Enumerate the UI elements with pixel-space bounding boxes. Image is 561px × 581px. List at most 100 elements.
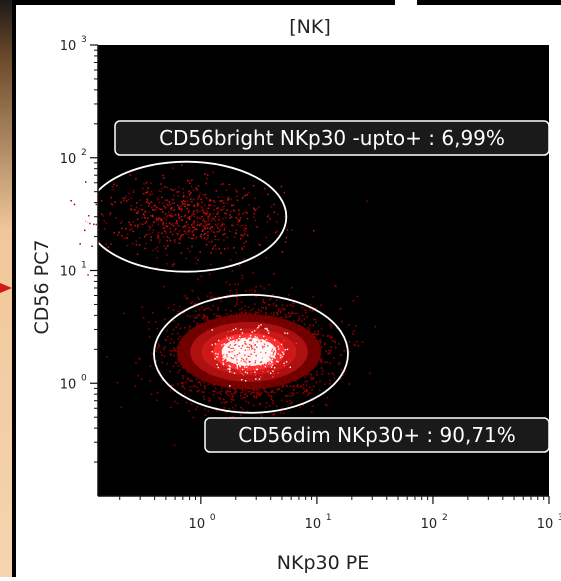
event-dot xyxy=(172,309,175,311)
event-dot xyxy=(165,232,167,234)
event-dot xyxy=(243,353,245,355)
event-dot xyxy=(233,392,235,394)
event-dot xyxy=(173,320,175,322)
event-dot xyxy=(250,371,252,374)
event-dot xyxy=(168,222,171,224)
event-dot xyxy=(256,389,258,391)
event-dot xyxy=(220,402,223,404)
event-dot xyxy=(105,222,108,224)
event-dot xyxy=(161,196,163,199)
event-dot xyxy=(262,299,264,301)
event-dot xyxy=(280,316,283,318)
gate-label-cd56bright: CD56bright NKp30 -upto+ : 6,99% xyxy=(114,120,550,156)
event-dot xyxy=(330,324,333,327)
event-dot xyxy=(162,221,165,223)
event-dot xyxy=(189,182,191,184)
event-dot xyxy=(169,239,172,242)
event-dot xyxy=(279,411,282,414)
event-dot xyxy=(169,349,171,352)
event-dot xyxy=(327,352,330,355)
event-dot xyxy=(125,195,127,198)
event-dot xyxy=(245,361,247,363)
event-dot xyxy=(244,357,246,359)
event-dot xyxy=(227,247,229,249)
event-dot xyxy=(261,415,263,417)
event-dot xyxy=(260,337,262,340)
event-dot xyxy=(200,206,202,208)
event-dot xyxy=(232,224,235,227)
event-dot xyxy=(191,380,193,383)
event-dot xyxy=(250,344,253,347)
event-dot xyxy=(209,399,211,401)
event-dot xyxy=(136,212,139,215)
event-dot xyxy=(150,393,153,395)
event-dot xyxy=(216,363,218,366)
event-dot xyxy=(123,199,125,202)
event-dot xyxy=(231,337,233,339)
event-dot xyxy=(209,263,212,266)
event-dot xyxy=(252,353,254,355)
event-dot xyxy=(339,378,342,380)
event-dot xyxy=(292,305,295,308)
event-dot xyxy=(223,354,225,356)
event-dot xyxy=(301,314,304,317)
event-dot xyxy=(237,342,240,344)
event-dot xyxy=(235,358,237,360)
event-dot xyxy=(222,363,225,366)
event-dot xyxy=(283,362,285,365)
event-dot xyxy=(237,350,240,352)
event-dot xyxy=(249,391,251,393)
event-dot xyxy=(91,245,93,247)
event-dot xyxy=(167,306,170,309)
event-dot xyxy=(274,349,276,351)
event-dot xyxy=(256,208,258,210)
event-dot xyxy=(268,342,270,344)
event-dot xyxy=(243,359,245,361)
event-dot xyxy=(98,240,101,242)
event-dot xyxy=(110,243,112,245)
event-dot xyxy=(142,213,145,215)
event-dot xyxy=(153,205,155,208)
event-dot xyxy=(246,193,249,196)
event-dot xyxy=(156,246,158,249)
event-dot xyxy=(107,246,110,248)
event-dot xyxy=(266,327,268,330)
event-dot xyxy=(241,357,243,360)
event-dot xyxy=(259,347,262,349)
event-dot xyxy=(152,214,154,216)
event-dot xyxy=(271,389,274,392)
event-dot xyxy=(238,220,240,222)
event-dot xyxy=(175,361,177,364)
event-dot xyxy=(316,374,318,376)
event-dot xyxy=(267,332,270,334)
event-dot xyxy=(220,351,222,353)
event-dot xyxy=(173,348,176,351)
event-dot xyxy=(159,351,162,353)
event-dot xyxy=(197,205,199,207)
event-dot xyxy=(148,336,151,338)
event-dot xyxy=(328,373,330,375)
event-dot xyxy=(191,226,194,228)
event-dot xyxy=(223,208,225,210)
event-dot xyxy=(157,237,160,239)
event-dot xyxy=(332,340,334,342)
event-dot xyxy=(304,376,307,378)
event-dot xyxy=(246,217,249,220)
event-dot xyxy=(164,318,166,321)
event-dot xyxy=(196,217,199,220)
event-dot xyxy=(217,216,220,218)
event-dot xyxy=(173,349,175,352)
event-dot xyxy=(241,312,243,314)
event-dot xyxy=(178,310,180,313)
event-dot xyxy=(320,341,322,343)
event-dot xyxy=(216,392,219,394)
event-dot xyxy=(177,213,180,216)
event-dot xyxy=(190,215,193,217)
event-dot xyxy=(324,361,326,364)
event-dot xyxy=(227,199,229,201)
event-dot xyxy=(144,222,147,224)
event-dot xyxy=(271,400,274,402)
event-dot xyxy=(239,359,242,361)
event-dot xyxy=(199,235,202,237)
event-dot xyxy=(254,361,256,363)
